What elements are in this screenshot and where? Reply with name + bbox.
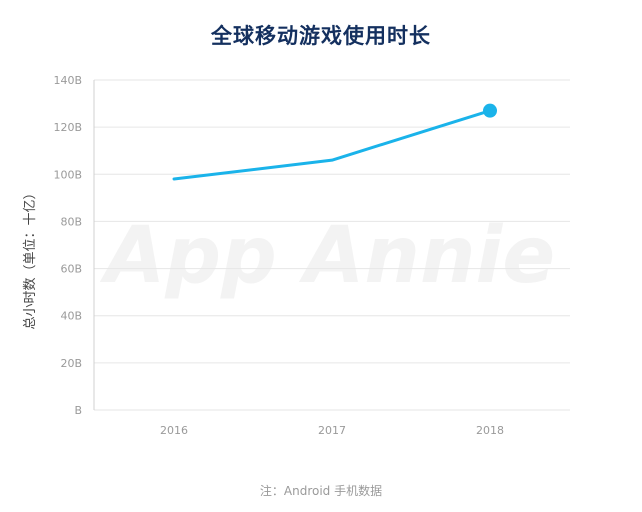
y-tick-label: 140B: [53, 74, 82, 87]
grid: [93, 79, 570, 411]
series-line: [172, 109, 492, 181]
y-tick-label: 40B: [60, 310, 82, 323]
x-tick-label: 2016: [160, 424, 188, 437]
x-tick-label: 2018: [476, 424, 504, 437]
watermark: App Annie: [99, 211, 555, 301]
y-tick-label: 80B: [60, 215, 82, 228]
y-tick-label: 60B: [60, 263, 82, 276]
y-tick-label: 120B: [53, 121, 82, 134]
y-tick-label: B: [74, 404, 82, 417]
x-axis-ticks: 2016 2017 2018: [160, 424, 504, 437]
series: [172, 103, 497, 181]
chart-title: 全球移动游戏使用时长: [211, 24, 431, 48]
y-tick-label: 100B: [53, 168, 82, 181]
y-axis-label: 总小时数（单位：十亿）: [23, 186, 38, 329]
watermark-text: App Annie: [99, 211, 555, 301]
line-chart: App Annie B 20B 40B 60B 80B 100B 120B 140B 2016…: [23, 74, 570, 437]
x-tick-label: 2017: [318, 424, 346, 437]
y-tick-label: 20B: [60, 357, 82, 370]
footnote: 注：Android 手机数据: [259, 484, 383, 498]
y-axis-ticks: B 20B 40B 60B 80B 100B 120B 140B: [53, 74, 82, 417]
data-point-marker: [483, 103, 497, 118]
